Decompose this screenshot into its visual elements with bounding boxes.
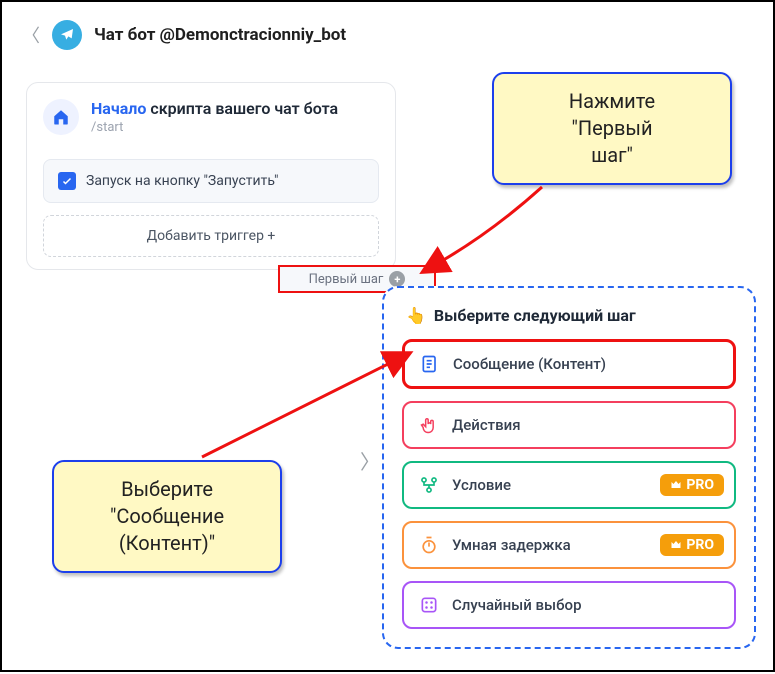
arrow-bottom [2, 2, 775, 674]
